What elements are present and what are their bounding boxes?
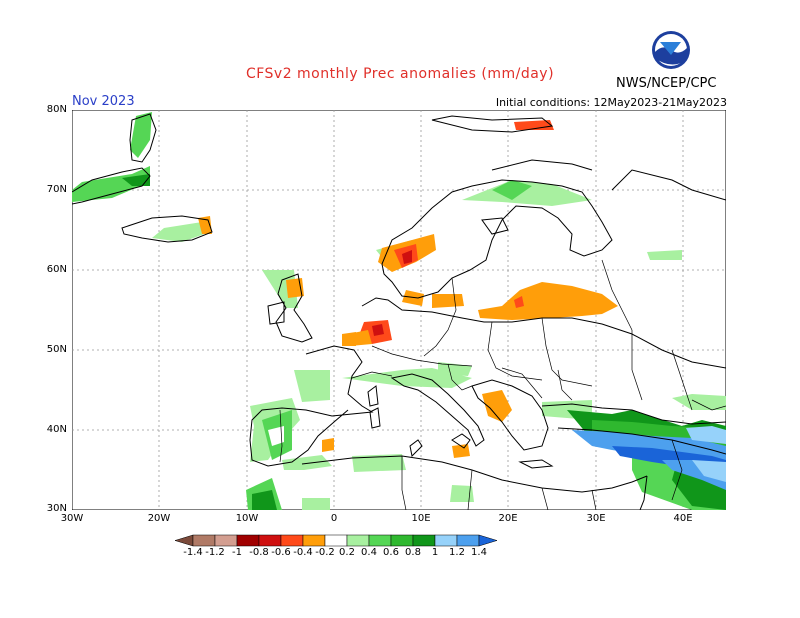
- coastlines: [72, 113, 726, 510]
- colorbar-swatch: [456, 534, 480, 547]
- very-wet-anomaly-patches: [572, 426, 726, 490]
- colorbar-swatch: [258, 534, 282, 547]
- lat-label-40n: 40N: [46, 424, 67, 435]
- colorbar-tick-label: -0.8: [249, 547, 269, 558]
- lat-label-70n: 70N: [46, 184, 67, 195]
- lon-label-40e: 40E: [673, 513, 693, 524]
- initial-conditions: Initial conditions: 12May2023-21May2023: [495, 96, 727, 109]
- colorbar-tick-label: 0.4: [361, 547, 377, 558]
- colorbar-tick-label: 1: [431, 547, 439, 558]
- colorbar-tick-label: -0.4: [293, 547, 313, 558]
- colorbar-swatch: [280, 534, 304, 547]
- colorbar-swatch: [412, 534, 436, 547]
- colorbar-arrow-right: [478, 534, 498, 547]
- lat-label-50n: 50N: [46, 344, 67, 355]
- colorbar-swatch: [324, 534, 348, 547]
- colorbar-tick-label: -0.6: [271, 547, 291, 558]
- lon-label-20e: 20E: [498, 513, 518, 524]
- lat-label-30n: 30N: [46, 503, 67, 514]
- colorbar-swatch: [192, 534, 216, 547]
- colorbar-tick-label: -1.2: [205, 547, 225, 558]
- lon-label-10e: 10E: [411, 513, 431, 524]
- colorbar-swatch: [390, 534, 414, 547]
- colorbar-tick-label: 0.2: [339, 547, 355, 558]
- colorbar-swatch: [214, 534, 238, 547]
- colorbar-tick-label: 1.2: [449, 547, 465, 558]
- lon-label-30e: 30E: [586, 513, 606, 524]
- colorbar-swatch: [434, 534, 458, 547]
- noaa-logo: [652, 31, 690, 69]
- forecast-month: Nov 2023: [72, 94, 135, 109]
- chart-title: CFSv2 monthly Prec anomalies (mm/day): [245, 66, 555, 82]
- agency-label: NWS/NCEP/CPC: [616, 76, 717, 91]
- colorbar-tick-label: 0.6: [383, 547, 399, 558]
- colorbar-arrow-left: [174, 534, 194, 547]
- colorbar-swatch: [346, 534, 370, 547]
- colorbar-swatch: [302, 534, 326, 547]
- europe-map: [72, 110, 726, 510]
- colorbar-swatch: [236, 534, 260, 547]
- lon-label-30w: 30W: [60, 513, 84, 524]
- colorbar-tick-label: -1.4: [183, 547, 203, 558]
- lat-label-60n: 60N: [46, 264, 67, 275]
- colorbar-tick-label: -1: [232, 547, 242, 558]
- colorbar-tick-label: 1.4: [471, 547, 487, 558]
- dry-anomaly-patches: [198, 120, 618, 458]
- lon-label-0: 0: [330, 513, 338, 524]
- colorbar-tick-label: 0.8: [405, 547, 421, 558]
- lat-label-80n: 80N: [46, 104, 67, 115]
- country-borders: [279, 259, 726, 510]
- colorbar-swatch: [368, 534, 392, 547]
- colorbar-tick-label: -0.2: [315, 547, 335, 558]
- lon-label-20w: 20W: [147, 513, 171, 524]
- lon-label-10w: 10W: [235, 513, 259, 524]
